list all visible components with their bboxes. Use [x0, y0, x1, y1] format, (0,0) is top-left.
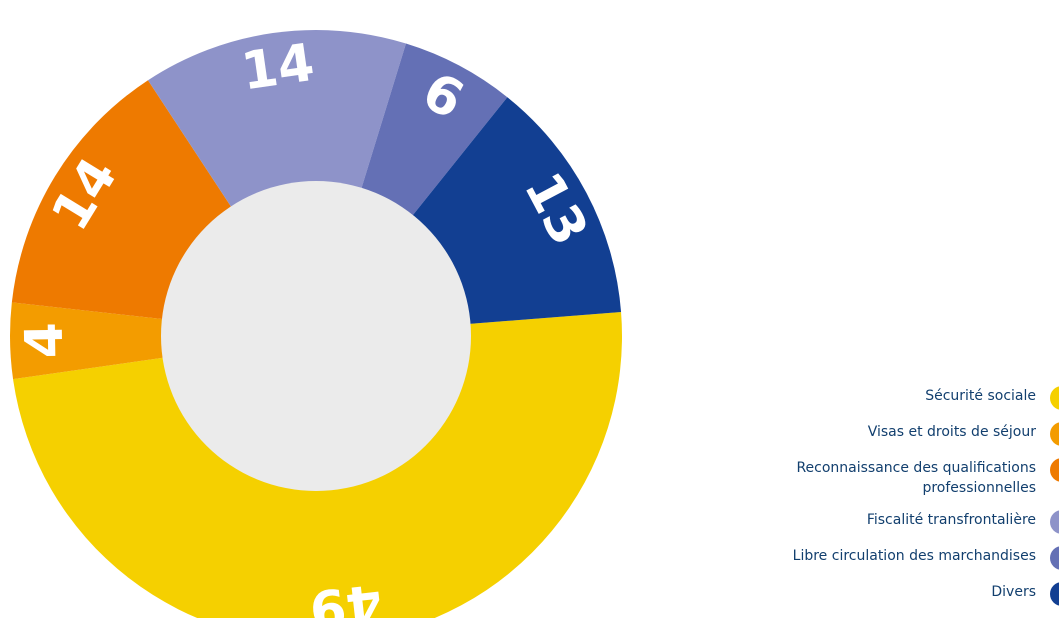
legend-label: Fiscalité transfrontalière	[866, 512, 1036, 528]
legend-item: Sécurité sociale	[639, 386, 1059, 410]
legend-label: Libre circulation des marchandises	[792, 548, 1036, 564]
legend-label: Divers	[991, 584, 1036, 600]
legend-swatch	[1050, 386, 1059, 410]
legend-item: Libre circulation des marchandises	[639, 546, 1059, 570]
legend-item: Divers	[639, 582, 1059, 606]
legend-label: Reconnaissance des qualifications profes…	[796, 460, 1036, 496]
legend-swatch	[1050, 546, 1059, 570]
legend-swatch	[1050, 422, 1059, 446]
legend-item: Reconnaissance des qualifications profes…	[639, 458, 1059, 498]
donut-segment	[147, 29, 406, 336]
legend-swatch	[1050, 458, 1059, 482]
data-label: 4	[15, 322, 76, 359]
legend-item: Fiscalité transfrontalière	[639, 510, 1059, 534]
legend-swatch	[1050, 582, 1059, 606]
legend: Sécurité sociale Visas et droits de séjou…	[639, 386, 1059, 618]
legend-label: Sécurité sociale	[925, 388, 1036, 404]
legend-label: Visas et droits de séjour	[867, 424, 1036, 440]
legend-swatch	[1050, 510, 1059, 534]
data-label: 14	[238, 33, 318, 103]
data-label: 49	[306, 572, 385, 618]
legend-item: Visas et droits de séjour	[639, 422, 1059, 446]
donut-hole	[161, 181, 471, 491]
